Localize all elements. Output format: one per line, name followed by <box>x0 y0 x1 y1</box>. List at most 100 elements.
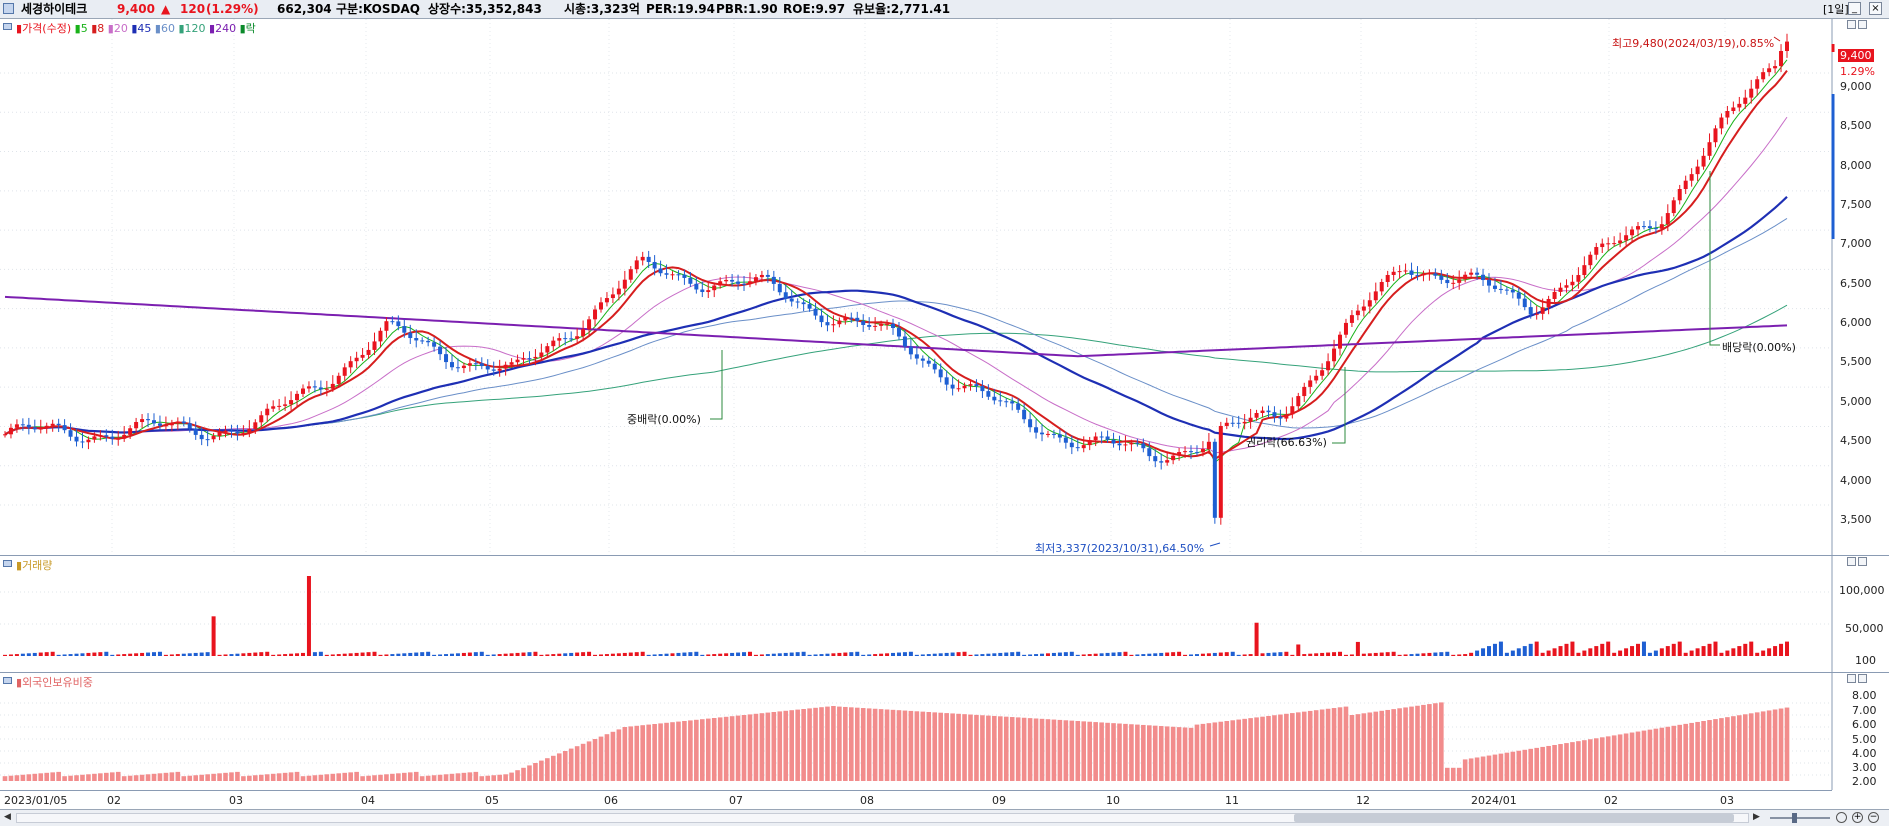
foreign-ratio-bar <box>1379 710 1385 781</box>
foreign-ratio-bar <box>1212 722 1218 781</box>
candle <box>247 428 252 434</box>
foreign-pane-icon[interactable] <box>3 677 12 684</box>
volume-restore-icon[interactable] <box>1847 557 1856 566</box>
candle <box>181 421 186 424</box>
candle <box>1415 274 1420 276</box>
foreign-ratio-bar <box>473 771 479 781</box>
volume-bar <box>211 616 216 656</box>
horizontal-scrollbar[interactable] <box>16 813 1749 823</box>
candle <box>855 317 860 322</box>
zoom-fit-icon[interactable] <box>1836 812 1847 823</box>
volume-pane-icon[interactable] <box>3 560 12 567</box>
volume-bar <box>825 653 830 656</box>
foreign-ratio-bar <box>1057 719 1063 781</box>
foreign-ratio-bar <box>1713 719 1718 781</box>
candle <box>1016 403 1021 410</box>
volume-bar <box>366 652 371 656</box>
minimize-icon[interactable]: _ <box>1848 2 1861 15</box>
volume-bar <box>205 652 210 656</box>
candle <box>1481 274 1486 281</box>
volume-bar <box>1153 653 1158 656</box>
foreign-ratio-bar <box>1111 723 1116 781</box>
candle <box>1785 41 1789 52</box>
pane-restore-icon[interactable] <box>1847 20 1856 29</box>
foreign-ratio-bar <box>866 708 872 781</box>
volume-chart[interactable] <box>0 556 1889 672</box>
foreign-ratio-bar <box>1492 754 1498 781</box>
candle <box>1135 442 1140 444</box>
candle <box>1147 448 1152 457</box>
volume-bar <box>759 654 764 656</box>
foreign-ratio-bar <box>1409 706 1414 781</box>
foreign-tick: 2.00 <box>1852 775 1877 788</box>
foreign-ratio-bar <box>1576 741 1581 781</box>
foreign-ratio-bar <box>1546 745 1551 781</box>
volume-bar <box>1302 654 1307 656</box>
legend-ma8: 8 <box>97 22 105 35</box>
close-icon[interactable]: × <box>1869 2 1882 15</box>
candle <box>1010 401 1015 404</box>
price-pane-icon[interactable] <box>3 23 12 30</box>
candle <box>1659 224 1664 229</box>
candle <box>610 294 615 299</box>
zoom-in-icon[interactable]: + <box>1852 812 1863 823</box>
volume-bar <box>1671 643 1676 656</box>
foreign-ratio-bar <box>1242 718 1247 781</box>
zoom-out-icon[interactable]: − <box>1868 812 1879 823</box>
price-chart[interactable] <box>0 19 1889 555</box>
foreign-ratio-chart[interactable] <box>0 673 1889 790</box>
zoom-slider-handle[interactable] <box>1792 813 1797 823</box>
foreign-ratio-bar <box>1015 717 1021 781</box>
volume-bar <box>1618 650 1623 656</box>
foreign-ratio-bar <box>193 775 199 781</box>
volume-bar <box>944 652 949 656</box>
zoom-slider[interactable] <box>1770 813 1830 823</box>
candle <box>563 338 568 340</box>
foreign-ratio-bar <box>1421 704 1426 781</box>
scrollbar-thumb[interactable] <box>1294 814 1734 822</box>
candle <box>986 391 991 397</box>
foreign-ratio-bar <box>1391 709 1396 781</box>
volume-close-icon[interactable] <box>1858 557 1867 566</box>
candle <box>253 422 258 429</box>
foreign-ratio-bar <box>1611 735 1617 781</box>
scroll-left-icon[interactable]: ◀ <box>4 812 11 822</box>
scroll-right-icon[interactable]: ▶ <box>1753 812 1760 822</box>
candle <box>807 304 812 309</box>
candle <box>1683 180 1688 190</box>
foreign-ratio-bar <box>962 714 967 781</box>
foreign-ratio-bar <box>854 707 860 781</box>
volume-bar <box>157 651 162 656</box>
pane-close-icon[interactable] <box>1858 20 1867 29</box>
candle <box>1421 273 1426 276</box>
volume-bar <box>479 651 484 656</box>
volume-bar <box>1588 648 1593 656</box>
candle <box>1308 380 1313 387</box>
volume-bar <box>1701 646 1706 656</box>
volume-bar <box>497 654 502 656</box>
foreign-restore-icon[interactable] <box>1847 674 1856 683</box>
candle <box>700 289 705 293</box>
candle <box>473 363 478 365</box>
volume-bar <box>1534 641 1539 656</box>
pane-menu-icon[interactable] <box>3 3 14 14</box>
x-tick: 02 <box>107 794 121 807</box>
pane-divider[interactable] <box>0 672 1889 673</box>
foreign-ratio-bar <box>1194 724 1200 781</box>
volume-bar <box>193 652 198 656</box>
candle <box>1320 370 1325 376</box>
foreign-ratio-bar <box>527 765 532 781</box>
pane-divider[interactable] <box>0 555 1889 556</box>
foreign-ratio-bar <box>670 722 675 781</box>
foreign-ratio-bar <box>258 774 264 781</box>
candle <box>1159 461 1164 463</box>
foreign-ratio-bar <box>1248 718 1253 781</box>
foreign-ratio-bar <box>1760 711 1766 781</box>
stock-name[interactable]: 세경하이테크 <box>21 2 88 16</box>
volume-bar <box>354 652 359 656</box>
period-button[interactable]: [1일] <box>1823 3 1849 16</box>
foreign-ratio-bar <box>914 711 920 781</box>
candle <box>1695 166 1700 175</box>
foreign-close-icon[interactable] <box>1858 674 1867 683</box>
foreign-ratio-bar <box>1742 714 1748 781</box>
